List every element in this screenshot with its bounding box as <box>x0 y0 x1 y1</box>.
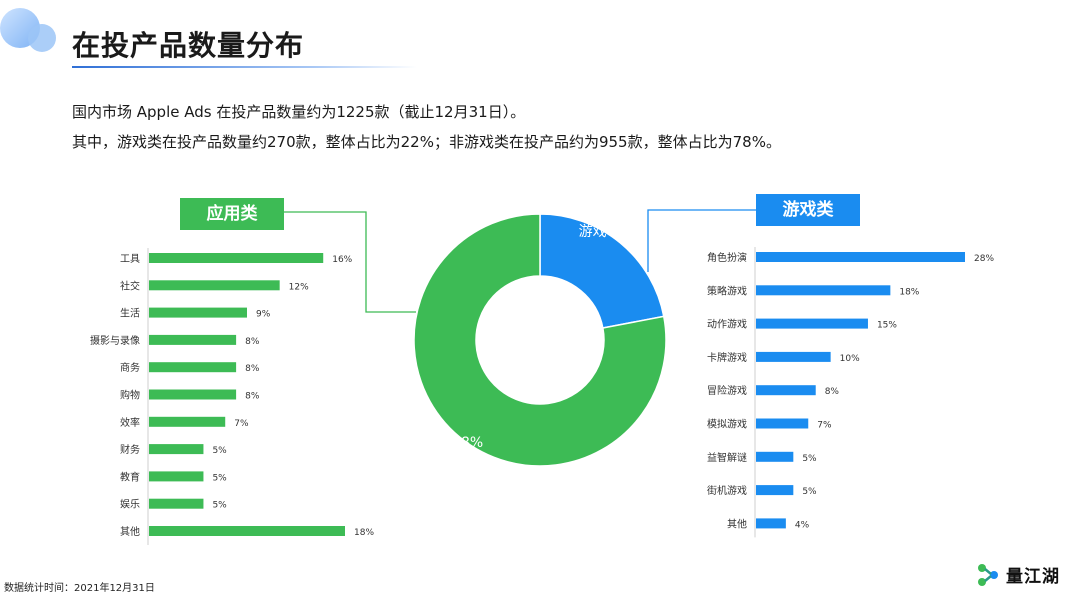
bar-value-label: 16% <box>332 255 352 265</box>
bar <box>149 526 345 536</box>
bar-value-label: 5% <box>212 501 227 511</box>
category-label: 生活 <box>120 307 140 320</box>
intro-line-2: 其中，游戏类在投产品数量约270款，整体占比为22%；非游戏类在投产品约为955… <box>72 133 781 151</box>
title-underline <box>72 66 417 68</box>
bar <box>149 416 226 427</box>
bar <box>149 389 237 400</box>
bar-value-label: 5% <box>802 454 817 464</box>
category-label: 街机游戏 <box>707 484 747 497</box>
category-label: 动作游戏 <box>707 318 747 331</box>
bar-value-label: 7% <box>817 421 832 431</box>
game-category-tag: 游戏类 <box>756 194 860 226</box>
bar-value-label: 15% <box>877 321 897 331</box>
bar <box>149 334 237 345</box>
category-label: 商务 <box>120 361 140 374</box>
bar <box>149 362 237 373</box>
category-label: 其他 <box>120 525 140 538</box>
app-connector-line <box>284 211 416 313</box>
donut-chart: 游戏 22% 应用 78% <box>413 213 667 467</box>
category-label: 策略游戏 <box>707 284 747 297</box>
game-connector-line <box>647 209 756 272</box>
bar-value-label: 4% <box>795 520 810 530</box>
category-label: 摄影与录像 <box>90 334 140 347</box>
bar <box>756 485 794 496</box>
bar <box>149 498 204 509</box>
bar <box>149 280 280 291</box>
bar <box>149 253 324 263</box>
logo-bubbles-icon <box>0 8 56 52</box>
donut-slice-label-1: 应用 78% <box>420 434 484 451</box>
intro-line-1: 国内市场 Apple Ads 在投产品数量约为1225款（截止12月31日）。 <box>72 103 526 121</box>
bar-value-label: 9% <box>256 310 271 320</box>
bar <box>756 451 794 462</box>
data-date-footnote: 数据统计时间：2021年12月31日 <box>4 583 155 594</box>
bar-value-label: 12% <box>289 282 309 292</box>
bar-value-label: 10% <box>840 354 860 364</box>
bar <box>149 471 204 482</box>
category-label: 教育 <box>120 470 140 483</box>
page-title: 在投产品数量分布 <box>72 29 305 62</box>
bar <box>756 252 965 262</box>
bar-value-label: 18% <box>899 287 919 297</box>
bar-value-label: 5% <box>212 473 227 483</box>
bar-value-label: 8% <box>245 337 260 347</box>
category-label: 购物 <box>120 389 140 402</box>
bar <box>149 307 247 318</box>
donut-slice-0 <box>539 213 665 329</box>
bar <box>756 285 891 296</box>
category-label: 效率 <box>120 416 140 429</box>
donut-slice-1 <box>413 213 667 467</box>
game-bar-chart: 角色扮演 28% 策略游戏 18% 动作游戏 15% 卡牌游戏 10% 冒险游戏 8% 模拟游戏 7%… <box>707 247 994 538</box>
brand-logo-icon <box>978 564 998 586</box>
bar-value-label: 5% <box>212 446 227 456</box>
bar <box>756 418 809 429</box>
bar-value-label: 7% <box>234 419 249 429</box>
app-bar-chart: 工具 16% 社交 12% 生活 9% 摄影与录像 8% 商务 8% 购物 8% 效率 7% 财务 5% 教育 5… <box>90 248 374 545</box>
category-label: 模拟游戏 <box>707 418 747 431</box>
category-label: 社交 <box>120 279 140 292</box>
donut-slice-label-0: 游戏 22% <box>579 224 643 240</box>
category-label: 财务 <box>120 443 140 456</box>
bar <box>756 385 816 396</box>
category-label: 娱乐 <box>120 498 140 511</box>
brand-name: 量江湖 <box>1006 567 1060 587</box>
bar <box>756 318 868 329</box>
category-label: 冒险游戏 <box>707 384 747 397</box>
category-label: 卡牌游戏 <box>707 351 747 364</box>
bar <box>149 444 204 455</box>
category-label: 角色扮演 <box>707 251 747 264</box>
bar-value-label: 18% <box>354 528 374 538</box>
bar-value-label: 28% <box>974 254 994 264</box>
app-category-tag: 应用类 <box>180 198 284 230</box>
bar-value-label: 8% <box>825 387 840 397</box>
bar <box>756 351 831 362</box>
bar <box>756 518 786 529</box>
bar-value-label: 5% <box>802 487 817 497</box>
bar-value-label: 8% <box>245 364 260 374</box>
category-label: 其他 <box>727 517 747 530</box>
bar-value-label: 8% <box>245 392 260 402</box>
category-label: 益智解谜 <box>707 451 747 464</box>
category-label: 工具 <box>120 253 140 265</box>
